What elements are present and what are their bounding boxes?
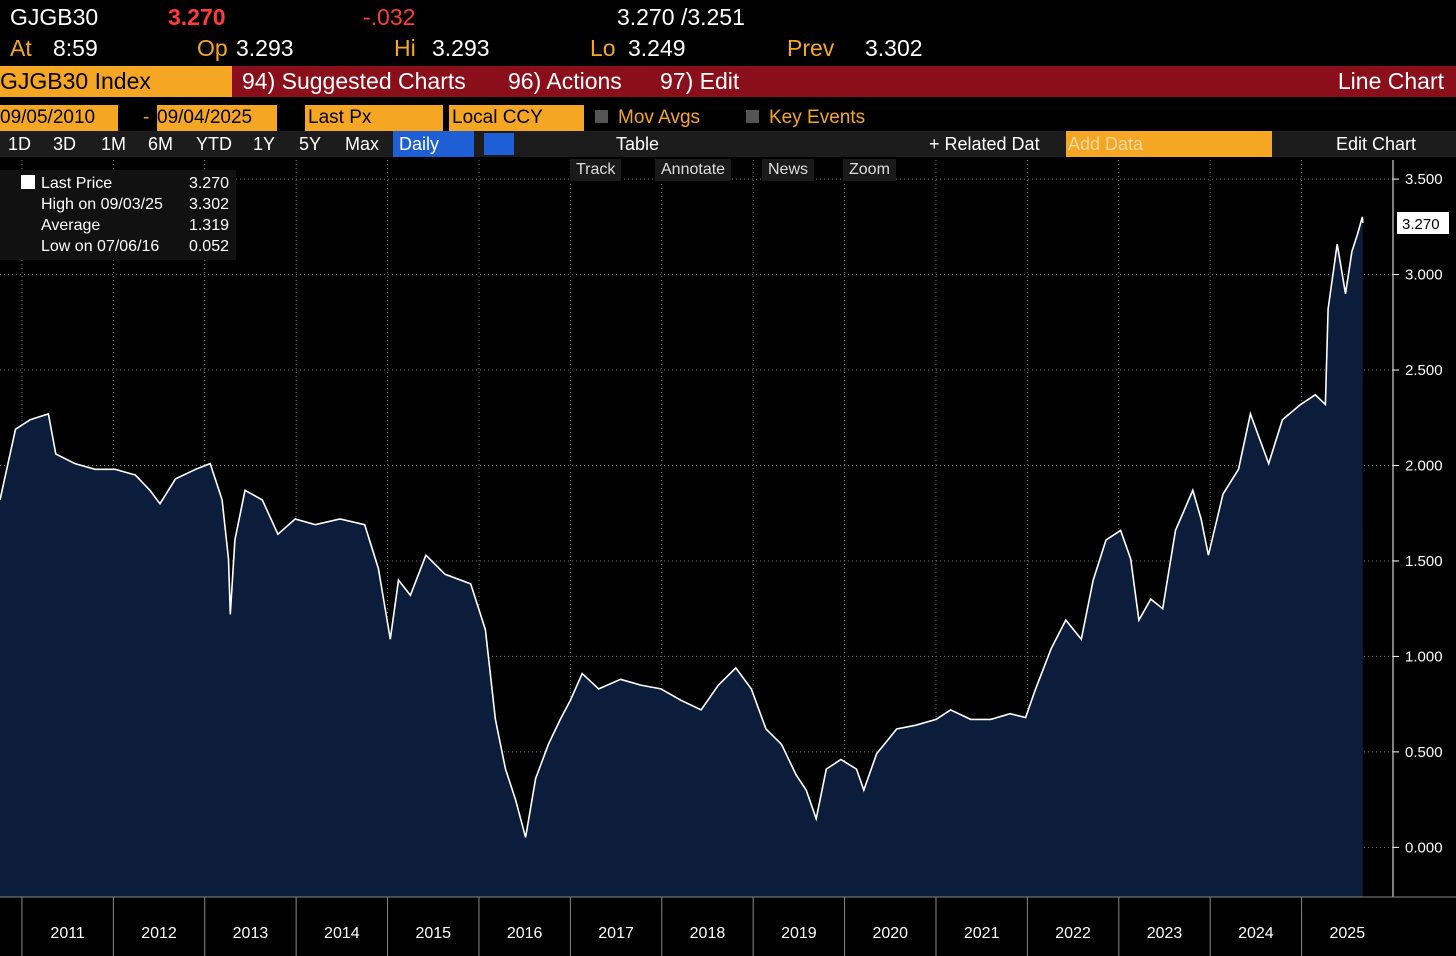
tool[interactable]: Annotate [655,159,732,181]
period-button[interactable]: 1D [8,134,32,154]
low-label: Lo [590,35,616,61]
low: 3.249 [628,35,686,61]
menu[interactable]: 96) Actions [508,68,622,94]
end-date[interactable]: 09/04/2025 [157,105,277,131]
tool[interactable]: News [762,159,815,181]
field[interactable]: Last Px [305,105,443,131]
x-tick-label: 2017 [598,925,634,942]
legend-value: 3.302 [189,196,229,213]
security-box[interactable]: GJGB30 Index [0,66,232,97]
frequency[interactable]: Daily [393,131,474,157]
y-tick-label: 3.500 [1405,171,1443,188]
y-tick-label: 1.500 [1405,553,1443,570]
legend-box [0,170,236,260]
x-tick-label: 2022 [1055,925,1091,942]
bid-ask: 3.270 /3.251 [617,4,745,30]
menu-bar [232,66,1456,97]
legend-value: 1.319 [189,217,229,234]
x-tick-label: 2024 [1238,925,1274,942]
legend-label: Last Price [41,175,112,192]
option[interactable]: Key Events [769,107,866,128]
start-date[interactable]: 09/05/2010 [0,105,118,131]
date-separator: - [143,107,150,128]
prev-label: Prev [787,35,835,61]
last-value-label: 3.270 [1402,216,1440,233]
open: 3.293 [236,35,294,61]
open-label: Op [197,35,228,61]
change: -.032 [363,4,416,30]
period-button[interactable]: YTD [196,134,232,154]
edit-chart[interactable]: Edit Chart [1336,134,1417,154]
option[interactable]: Mov Avgs [618,107,701,128]
x-tick-label: 2020 [872,925,908,942]
security: GJGB30 Index [0,68,151,94]
x-tick-label: 2023 [1147,925,1183,942]
menu[interactable]: 94) Suggested Charts [242,68,466,94]
x-tick-label: 2016 [507,925,543,942]
plot [0,160,1393,897]
y-tick-label: 2.000 [1405,457,1443,474]
ticker: GJGB30 [10,4,99,30]
high-label: Hi [394,35,416,61]
x-tick-label: 2025 [1330,925,1366,942]
x-tick-label: 2019 [781,925,817,942]
y-tick-label: 1.000 [1405,648,1443,665]
tool[interactable]: Track [570,159,622,181]
x-tick-label: 2012 [141,925,177,942]
y-tick-label: 0.000 [1405,839,1443,856]
line [0,216,1364,838]
period-button[interactable]: Max [345,134,380,154]
last-value-box [1397,212,1449,235]
y-tick-label: 2.500 [1405,362,1443,379]
time-label: At [10,35,32,61]
period-button[interactable]: 5Y [299,134,322,154]
legend-value: 3.270 [189,175,229,192]
checkbox[interactable] [746,110,759,123]
x-tick-label: 2011 [50,925,85,942]
related-data[interactable]: + Related Dat [929,134,1040,154]
period-button[interactable]: 3D [53,134,77,154]
table-button[interactable]: Table [616,134,660,154]
x-tick-label: 2021 [964,925,1000,942]
time: 8:59 [53,35,98,61]
high: 3.293 [432,35,490,61]
x-tick-label: 2014 [324,925,360,942]
tool[interactable]: Zoom [843,159,896,181]
legend-label: High on 09/03/25 [41,196,163,213]
prev: 3.302 [865,35,923,61]
y-tick-label: 0.500 [1405,744,1443,761]
y-tick-label: 3.000 [1405,267,1443,284]
legend-label: Low on 07/06/16 [41,238,159,255]
period-button[interactable]: 1M [101,134,127,154]
legend-value: 0.052 [189,238,229,255]
legend-label: Average [41,217,100,234]
period-button[interactable]: 1Y [253,134,276,154]
area [0,216,1363,897]
checkbox[interactable] [595,110,608,123]
x-tick-label: 2015 [415,925,451,942]
x-tick-label: 2013 [233,925,269,942]
line-icon[interactable] [484,133,514,155]
legend-swatch [21,175,35,189]
last-price: 3.270 [168,4,226,30]
period-button[interactable]: 6M [148,134,174,154]
x-tick-label: 2018 [690,925,726,942]
add-data[interactable]: Add Data [1066,131,1272,157]
view-title: Line Chart [1337,68,1444,94]
menu[interactable]: 97) Edit [660,68,740,94]
currency[interactable]: Local CCY [449,105,584,131]
